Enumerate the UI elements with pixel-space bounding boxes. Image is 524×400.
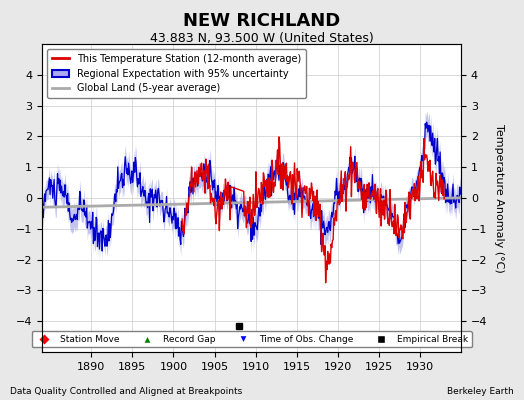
Legend: Station Move, Record Gap, Time of Obs. Change, Empirical Break: Station Move, Record Gap, Time of Obs. C… <box>31 331 472 348</box>
Y-axis label: Temperature Anomaly (°C): Temperature Anomaly (°C) <box>494 124 504 272</box>
Text: NEW RICHLAND: NEW RICHLAND <box>183 12 341 30</box>
Text: Berkeley Earth: Berkeley Earth <box>447 387 514 396</box>
Text: 43.883 N, 93.500 W (United States): 43.883 N, 93.500 W (United States) <box>150 32 374 45</box>
Text: Data Quality Controlled and Aligned at Breakpoints: Data Quality Controlled and Aligned at B… <box>10 387 243 396</box>
